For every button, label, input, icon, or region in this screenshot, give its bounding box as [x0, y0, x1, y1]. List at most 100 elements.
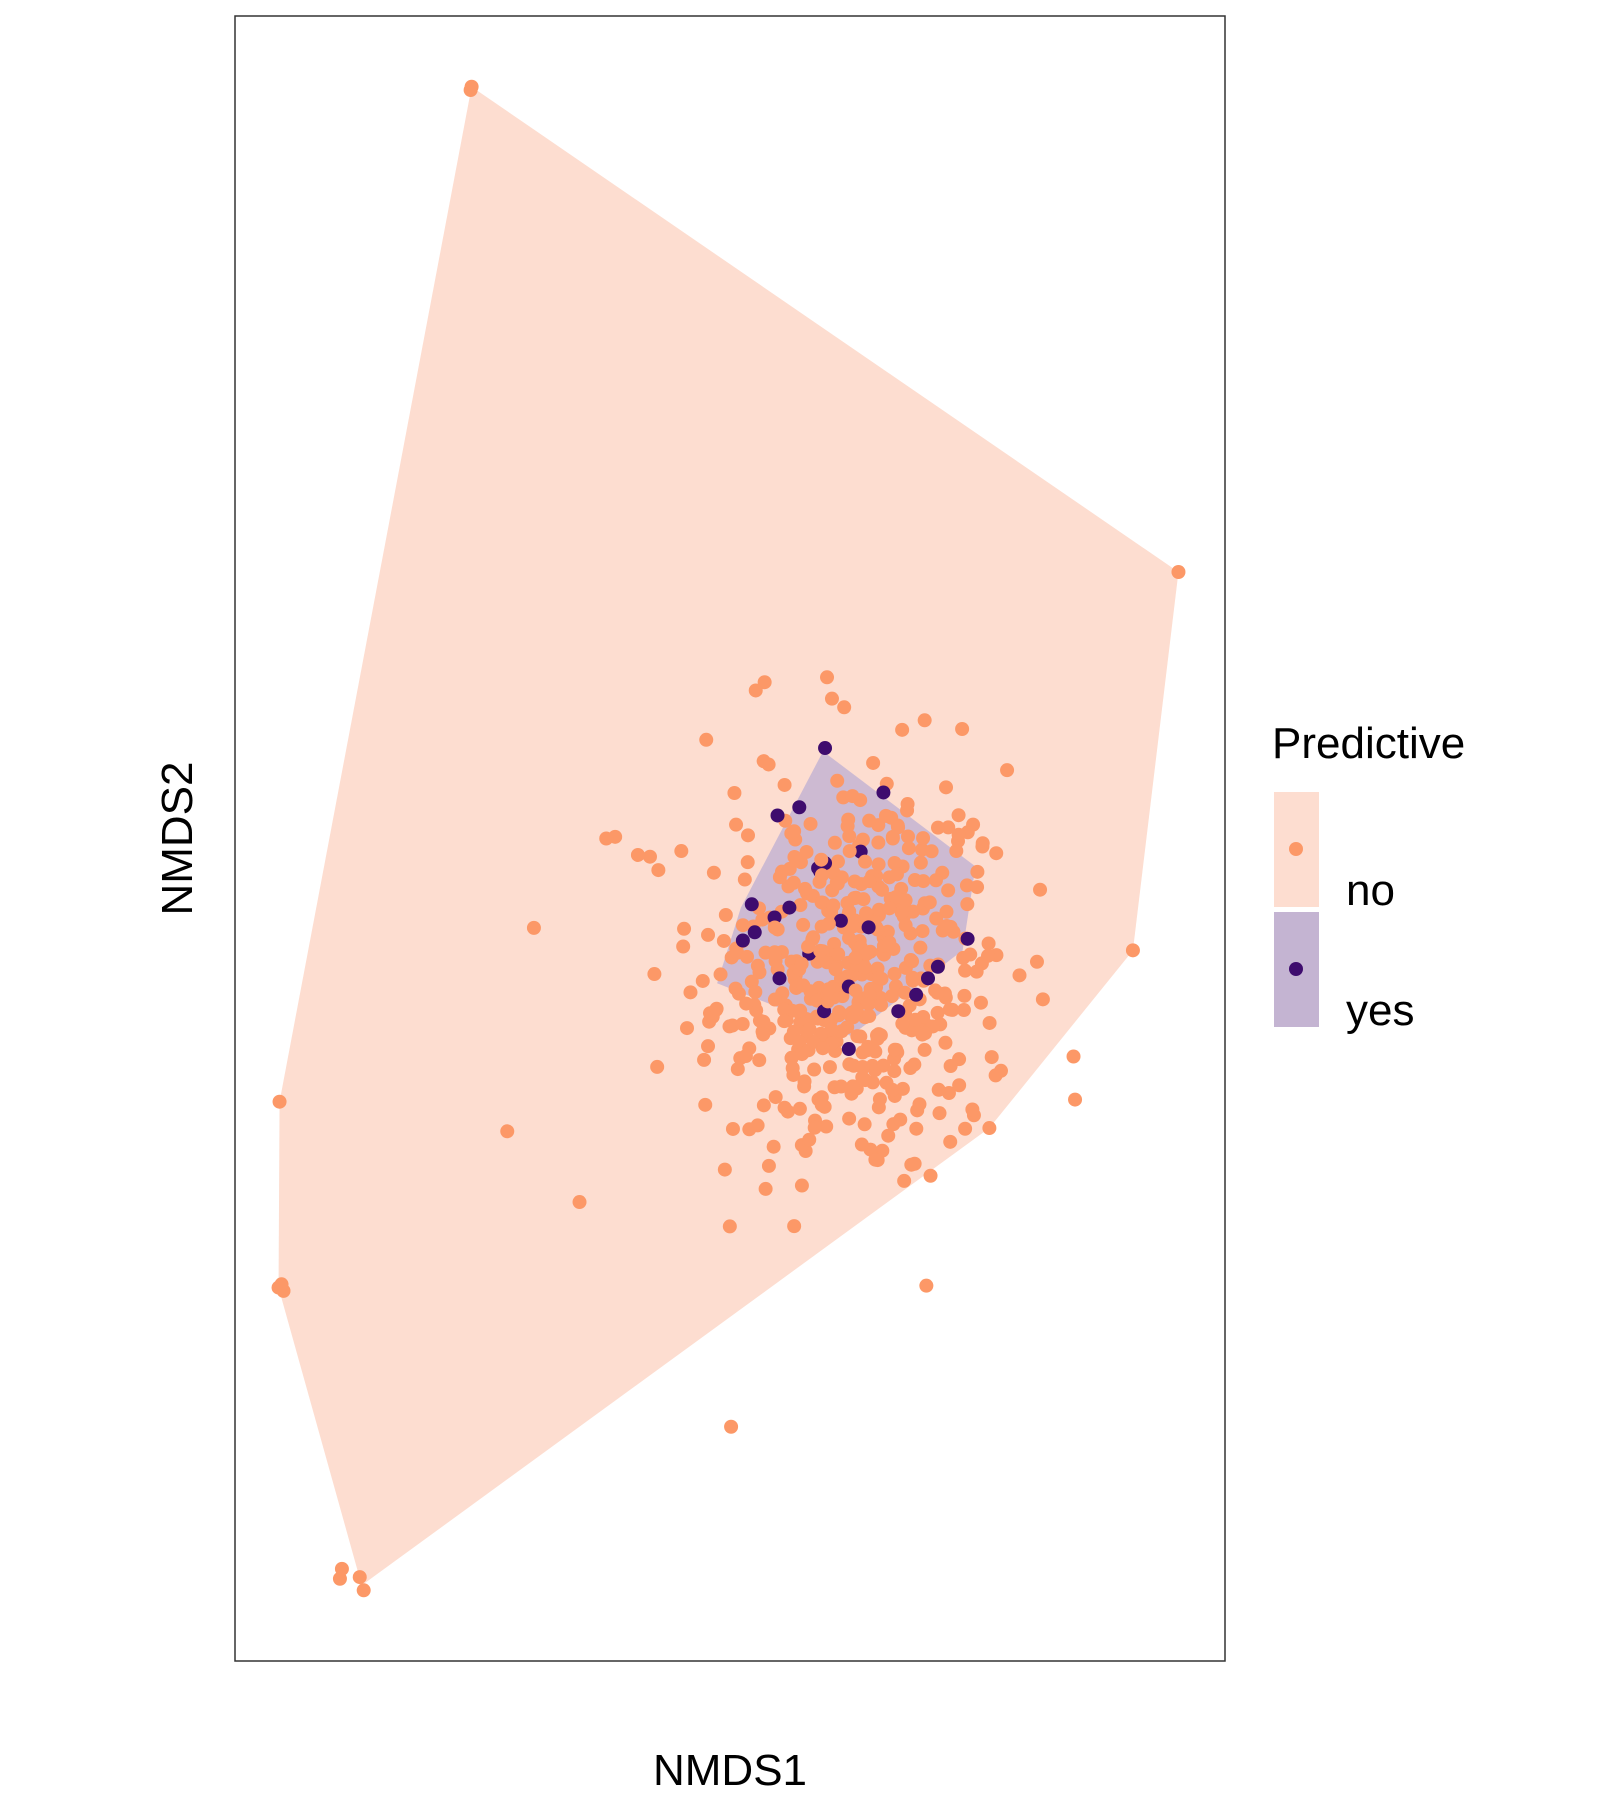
point-no: [463, 83, 478, 98]
point-no: [792, 1101, 807, 1116]
point-no: [737, 872, 752, 887]
point-yes: [960, 931, 975, 946]
point-no: [683, 985, 698, 1000]
point-no: [870, 1028, 885, 1043]
point-no: [729, 817, 744, 832]
point-no: [786, 875, 801, 890]
point-no: [871, 1100, 886, 1115]
point-no: [882, 935, 897, 950]
point-no: [824, 691, 839, 706]
point-no: [857, 1117, 872, 1132]
point-no: [767, 945, 782, 960]
point-no: [855, 1060, 870, 1075]
point-no: [742, 1122, 757, 1137]
point-no: [889, 867, 904, 882]
point-no: [803, 816, 818, 831]
point-no: [981, 936, 996, 951]
point-no: [701, 1039, 716, 1054]
point-no: [801, 939, 816, 954]
point-no: [787, 1219, 802, 1234]
point-no: [787, 850, 802, 865]
point-no: [887, 966, 902, 981]
point-no: [572, 1195, 587, 1210]
point-no: [752, 1053, 767, 1068]
point-no: [930, 1005, 945, 1020]
point-no: [787, 824, 802, 839]
point-no: [802, 1132, 817, 1147]
point-no: [768, 1090, 783, 1105]
point-no: [916, 831, 931, 846]
point-no: [730, 1062, 745, 1077]
point-no: [356, 1583, 371, 1598]
point-no: [942, 1002, 957, 1017]
point-yes: [921, 971, 935, 986]
point-yes: [930, 959, 945, 974]
point-no: [916, 874, 931, 889]
point-no: [923, 1168, 938, 1183]
point-no: [910, 1103, 925, 1118]
point-no: [913, 940, 928, 955]
point-no: [755, 912, 770, 927]
point-no: [885, 1082, 900, 1097]
point-no: [960, 897, 975, 912]
point-no: [814, 852, 829, 867]
point-no: [826, 898, 841, 913]
point-no: [821, 916, 836, 931]
legend-title: Predictive: [1272, 719, 1465, 768]
point-no: [854, 1137, 869, 1152]
point-no: [958, 963, 973, 978]
point-no: [777, 1002, 792, 1017]
point-no: [982, 1015, 997, 1030]
point-no: [815, 1041, 830, 1056]
point-no: [993, 1063, 1008, 1078]
point-no: [1171, 565, 1186, 580]
point-no: [674, 844, 689, 859]
point-yes: [891, 1004, 906, 1019]
point-no: [932, 1106, 947, 1121]
point-no: [728, 981, 743, 996]
point-yes: [876, 785, 891, 800]
point-no: [901, 829, 916, 844]
point-no: [334, 1561, 349, 1576]
point-no: [905, 904, 920, 919]
point-yes: [841, 1042, 856, 1057]
point-no: [875, 882, 890, 897]
point-no: [849, 1002, 864, 1017]
point-yes: [792, 800, 807, 815]
point-no: [917, 713, 932, 728]
point-no: [853, 1029, 868, 1044]
point-yes: [747, 925, 762, 940]
point-no: [902, 998, 917, 1013]
point-no: [824, 1022, 839, 1037]
point-no: [929, 911, 944, 926]
point-no: [831, 947, 846, 962]
point-no: [770, 922, 785, 937]
point-no: [701, 927, 716, 942]
point-no: [352, 1570, 367, 1585]
point-no: [807, 1120, 822, 1135]
point-no: [952, 1078, 967, 1093]
point-no: [842, 1111, 857, 1126]
point-no: [915, 924, 930, 939]
point-no: [786, 1024, 801, 1039]
point-no: [842, 844, 857, 859]
x-axis-title: NMDS1: [653, 1746, 807, 1795]
legend-dot-yes: [1289, 962, 1303, 976]
point-yes: [772, 971, 787, 986]
point-no: [834, 1079, 849, 1094]
point-no: [647, 967, 662, 982]
point-no: [984, 1050, 999, 1065]
point-no: [989, 846, 1004, 861]
point-no: [777, 777, 792, 792]
point-no: [1035, 992, 1050, 1007]
point-no: [740, 828, 755, 843]
point-no: [859, 946, 874, 961]
point-no: [951, 808, 966, 823]
point-no: [859, 906, 874, 921]
point-no: [924, 844, 939, 859]
point-yes: [861, 920, 876, 935]
point-no: [709, 1001, 724, 1016]
point-no: [814, 895, 829, 910]
point-no: [900, 797, 915, 812]
point-no: [828, 962, 843, 977]
